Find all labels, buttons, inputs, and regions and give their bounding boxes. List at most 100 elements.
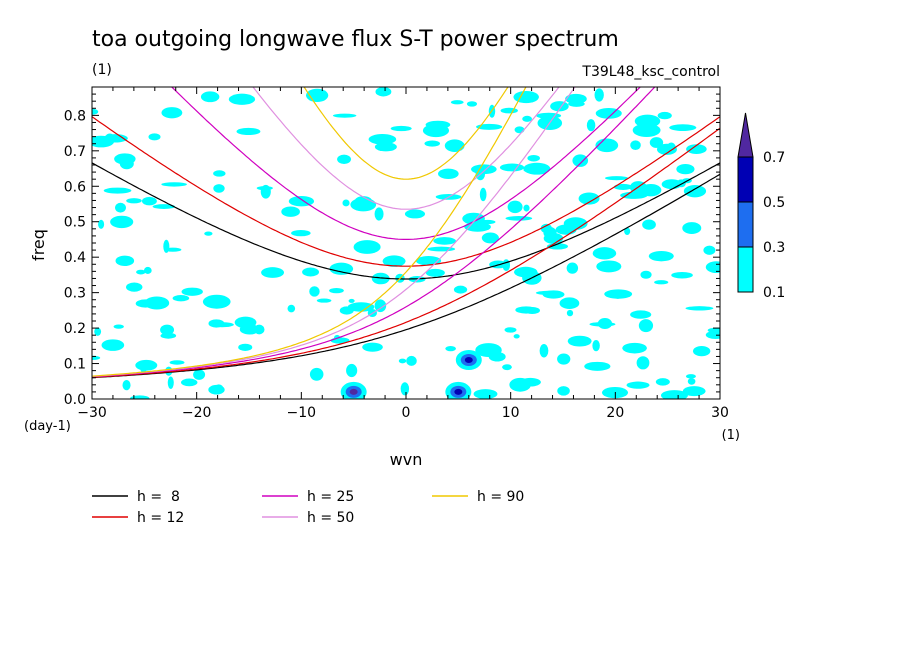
contour-patch [161,182,187,187]
contour-patch [329,288,344,294]
contour-patch [444,139,465,152]
contour-patch [234,316,257,329]
contour-patch [160,324,175,336]
contour-patch [586,119,596,132]
contour-patch [524,306,540,315]
contour-patch [375,87,392,97]
contour-patch [422,123,450,138]
contour-patch [624,227,631,235]
contour-patch [382,255,406,267]
x-tick-label: 30 [711,405,729,421]
legend-label: h = 25 [307,489,354,505]
contour-patch [567,335,592,347]
x-tick-label: −10 [287,405,317,421]
contour-patch [228,93,256,105]
contour-patch [404,209,426,219]
contour-patch [406,355,417,366]
contour-patch [656,143,677,155]
units-label: (1) [92,62,112,78]
contour-patch [362,342,383,352]
y-tick-label: 0.3 [64,286,86,302]
contour-patch [135,299,156,308]
contour-patch [550,101,569,112]
contour-patch [566,309,574,317]
contour-patch [164,247,182,252]
contour-patch [390,125,412,132]
contour-patch [115,255,135,266]
contour-field [92,87,720,399]
contour-patch [148,133,161,141]
contour-patch [473,389,498,399]
y-axis-label: freq [29,229,48,261]
contour-patch [557,353,571,365]
curve-ig-50 [252,87,560,210]
contour-patch [535,290,561,295]
contour-patch [513,334,520,339]
contour-patch [596,260,622,273]
curve-mrg-50 [92,87,576,377]
contour-patch [514,126,525,134]
contour-patch [592,339,600,352]
contour-patch [332,113,357,118]
contour-patch [522,115,533,122]
contour-patch [180,378,198,387]
contour-patch [342,199,350,207]
contour-patch [648,250,674,262]
curve-ig-25 [170,87,642,240]
contour-patch [287,304,296,313]
y-tick-label: 0.6 [64,179,86,195]
contour-patch [476,123,503,130]
contour-patch [316,298,332,303]
colorbar-segment [737,156,754,203]
contour-patch [291,229,311,237]
contour-patch [167,376,174,389]
curve-ig-12 [92,116,720,267]
contour-patch [640,270,652,279]
contour-patch [540,223,552,234]
contour-patch [632,123,661,138]
contour-patch [592,247,617,260]
contour-patch [309,367,324,381]
contour-patch [565,93,587,104]
contour-patch [507,200,523,214]
contour-patch [236,127,261,136]
contour-patch [238,343,253,352]
contour-patch [374,207,384,221]
contour-patch [572,154,589,167]
contour-patch [204,231,213,236]
y-tick-label: 0.5 [64,215,86,231]
contour-patch [499,163,525,172]
contour-patch [566,262,579,274]
contour-patch [504,327,517,333]
contour-patch [398,358,407,364]
contour-patch [559,297,580,309]
contour-patch [500,107,518,114]
contour-patch [657,111,672,120]
colorbar-segment [737,246,754,293]
contour-patch [636,356,650,370]
contour-patch [604,176,629,181]
contour-patch [102,134,128,143]
contour-patch [348,298,355,303]
colorbar-label: 0.3 [763,240,785,256]
contour-patch [122,380,131,391]
contour-patch [643,220,653,229]
contour-patch [622,342,647,354]
contour-patch [260,184,271,199]
contour-patch [309,286,320,297]
contour-patch [686,144,707,154]
contour-patch [685,306,714,311]
contour-patch [563,217,588,230]
contour-patch [347,302,375,312]
contour-patch [141,196,157,206]
contour-patch [371,272,390,285]
contour-patch [669,124,697,132]
contour-patch [523,204,530,212]
contour-patch [475,343,502,358]
curve-ig-8 [92,162,720,280]
contour-patch [126,282,143,292]
contour-patch [589,322,616,327]
contour-patch [101,339,125,351]
contour-patch [705,330,720,340]
